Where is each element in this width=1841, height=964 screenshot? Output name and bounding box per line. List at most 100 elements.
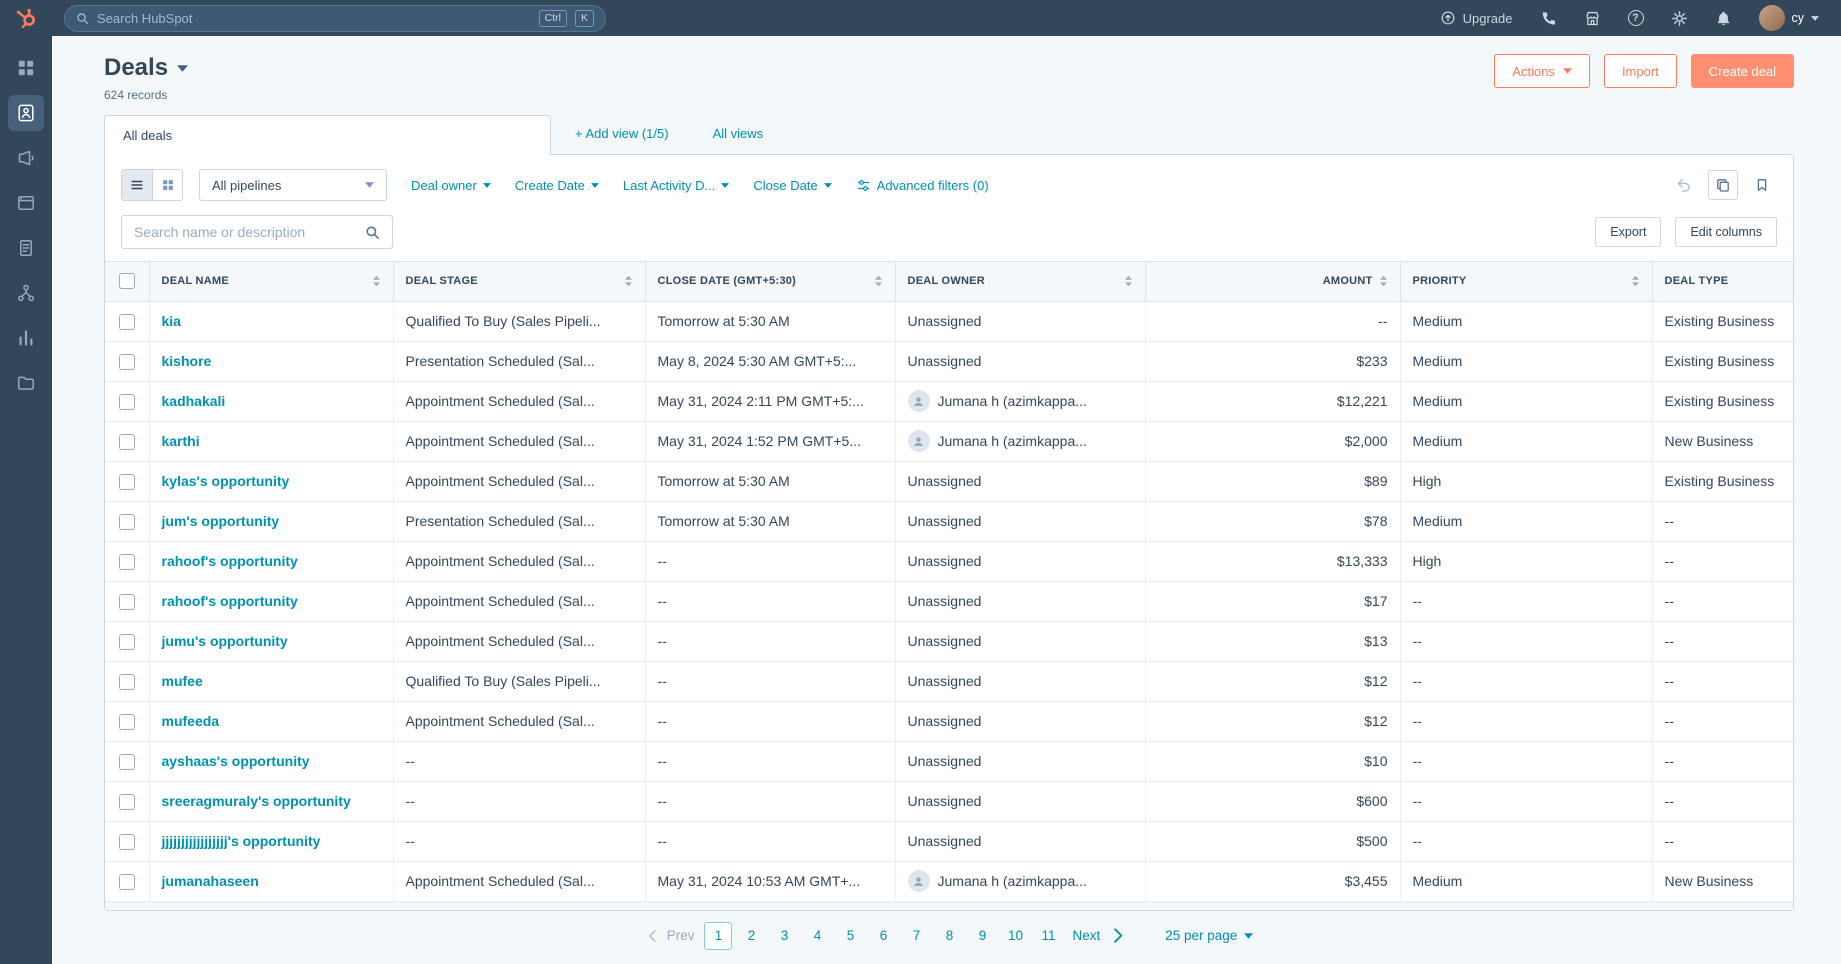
- page-number-button[interactable]: 9: [968, 922, 996, 950]
- global-search-input[interactable]: [97, 10, 531, 26]
- sidebar-item-content[interactable]: [8, 185, 44, 221]
- copy-view-button[interactable]: [1708, 170, 1738, 200]
- page-number-button[interactable]: 3: [770, 922, 798, 950]
- save-view-button[interactable]: [1747, 170, 1777, 200]
- create-date-filter[interactable]: Create Date: [515, 178, 599, 193]
- sort-icon[interactable]: [874, 274, 883, 288]
- page-number-button[interactable]: 10: [1001, 922, 1029, 950]
- marketplace-icon[interactable]: [1584, 10, 1601, 27]
- list-view-button[interactable]: [122, 170, 152, 200]
- help-icon[interactable]: [1627, 10, 1644, 26]
- sidebar-item-crm-contacts[interactable]: [8, 95, 44, 131]
- pipeline-select[interactable]: All pipelines: [199, 169, 387, 201]
- deal-name-link[interactable]: mufeeda: [161, 713, 220, 729]
- row-checkbox[interactable]: [118, 313, 135, 330]
- page-size-select[interactable]: 25 per page: [1165, 928, 1253, 943]
- sidebar-item-commerce[interactable]: [8, 230, 44, 266]
- page-number-button[interactable]: 8: [935, 922, 963, 950]
- view-tabs: All deals + Add view (1/5) All views: [104, 114, 1794, 155]
- page-number-button[interactable]: 11: [1034, 922, 1062, 950]
- account-menu[interactable]: cy: [1758, 5, 1820, 31]
- create-deal-button[interactable]: Create deal: [1690, 54, 1794, 88]
- sort-icon[interactable]: [372, 274, 381, 288]
- sidebar-item-marketing[interactable]: [8, 140, 44, 176]
- deal-name-link[interactable]: sreeragmuraly's opportunity: [161, 793, 351, 809]
- deal-name-link[interactable]: jum's opportunity: [161, 513, 280, 529]
- export-button[interactable]: Export: [1595, 217, 1662, 247]
- record-search-input[interactable]: [134, 224, 357, 240]
- last-activity-filter[interactable]: Last Activity D...: [623, 178, 729, 193]
- search-icon[interactable]: [365, 225, 380, 240]
- page-number-button[interactable]: 1: [704, 921, 733, 950]
- horizontal-scrollbar[interactable]: [105, 901, 1793, 910]
- select-all-checkbox[interactable]: [118, 273, 135, 290]
- board-view-button[interactable]: [152, 170, 182, 200]
- sidebar-item-reporting[interactable]: [8, 320, 44, 356]
- deal-name-link[interactable]: jumanahaseen: [161, 873, 259, 889]
- shortcut-k-key: K: [574, 9, 594, 27]
- row-checkbox[interactable]: [118, 353, 135, 370]
- page-number-button[interactable]: 5: [836, 922, 864, 950]
- deal-name-link[interactable]: mufee: [161, 673, 203, 689]
- advanced-filters-button[interactable]: Advanced filters (0): [856, 178, 989, 193]
- row-checkbox[interactable]: [118, 633, 135, 650]
- record-search[interactable]: [121, 215, 393, 249]
- deal-name-link[interactable]: jjjjjjjjjjjjjjjjj's opportunity: [161, 833, 321, 849]
- sort-icon[interactable]: [624, 274, 633, 288]
- deal-name-link[interactable]: kylas's opportunity: [161, 473, 290, 489]
- import-button[interactable]: Import: [1603, 54, 1677, 88]
- undo-button[interactable]: [1669, 170, 1699, 200]
- owner-name: Unassigned: [907, 713, 982, 729]
- next-page-chevron-icon[interactable]: [1108, 926, 1127, 945]
- hubspot-logo[interactable]: [0, 6, 52, 31]
- settings-icon[interactable]: [1671, 10, 1688, 27]
- deal-name-link[interactable]: rahoof's opportunity: [161, 553, 298, 569]
- upgrade-button[interactable]: Upgrade: [1440, 10, 1513, 26]
- deal-name-link[interactable]: kia: [161, 313, 181, 329]
- prev-page-chevron-icon[interactable]: [645, 928, 661, 944]
- row-checkbox[interactable]: [118, 713, 135, 730]
- all-views-link[interactable]: All views: [712, 126, 764, 141]
- deal-name-link[interactable]: kadhakali: [161, 393, 226, 409]
- row-checkbox[interactable]: [118, 793, 135, 810]
- chevron-down-icon[interactable]: [177, 65, 188, 72]
- deal-name-link[interactable]: ayshaas's opportunity: [161, 753, 310, 769]
- row-checkbox[interactable]: [118, 393, 135, 410]
- row-checkbox[interactable]: [118, 513, 135, 530]
- row-checkbox[interactable]: [118, 433, 135, 450]
- notifications-icon[interactable]: [1715, 10, 1732, 27]
- page-number-button[interactable]: 7: [902, 922, 930, 950]
- deal-name-link[interactable]: karthi: [161, 433, 200, 449]
- prev-page-button[interactable]: Prev: [666, 928, 695, 943]
- actions-button[interactable]: Actions: [1494, 54, 1590, 88]
- row-checkbox[interactable]: [118, 833, 135, 850]
- calling-icon[interactable]: [1540, 10, 1557, 27]
- row-checkbox[interactable]: [118, 873, 135, 890]
- tab-all-deals[interactable]: All deals: [104, 115, 551, 155]
- deal-stage-cell: Presentation Scheduled (Sal...: [393, 501, 646, 542]
- page-number-button[interactable]: 2: [737, 922, 765, 950]
- sort-icon[interactable]: [1631, 274, 1640, 288]
- page-number-button[interactable]: 4: [803, 922, 831, 950]
- next-page-button[interactable]: Next: [1072, 928, 1101, 943]
- deal-name-link[interactable]: kishore: [161, 353, 212, 369]
- close-date-filter[interactable]: Close Date: [753, 178, 831, 193]
- row-checkbox[interactable]: [118, 473, 135, 490]
- row-checkbox[interactable]: [118, 673, 135, 690]
- add-view-link[interactable]: + Add view (1/5): [575, 126, 669, 141]
- sidebar-item-automation[interactable]: [8, 275, 44, 311]
- edit-columns-button[interactable]: Edit columns: [1675, 217, 1777, 247]
- page-number-button[interactable]: 6: [869, 922, 897, 950]
- global-search[interactable]: Ctrl K: [64, 4, 606, 32]
- sort-icon[interactable]: [1379, 274, 1388, 288]
- sort-icon[interactable]: [1124, 274, 1133, 288]
- sidebar-item-data-management[interactable]: [8, 365, 44, 401]
- row-checkbox[interactable]: [118, 593, 135, 610]
- deal-name-link[interactable]: rahoof's opportunity: [161, 593, 298, 609]
- row-checkbox[interactable]: [118, 753, 135, 770]
- deal-stage-cell: --: [393, 741, 646, 782]
- deal-owner-filter[interactable]: Deal owner: [411, 178, 491, 193]
- row-checkbox[interactable]: [118, 553, 135, 570]
- deal-name-link[interactable]: jumu's opportunity: [161, 633, 288, 649]
- sidebar-item-workspaces[interactable]: [8, 50, 44, 86]
